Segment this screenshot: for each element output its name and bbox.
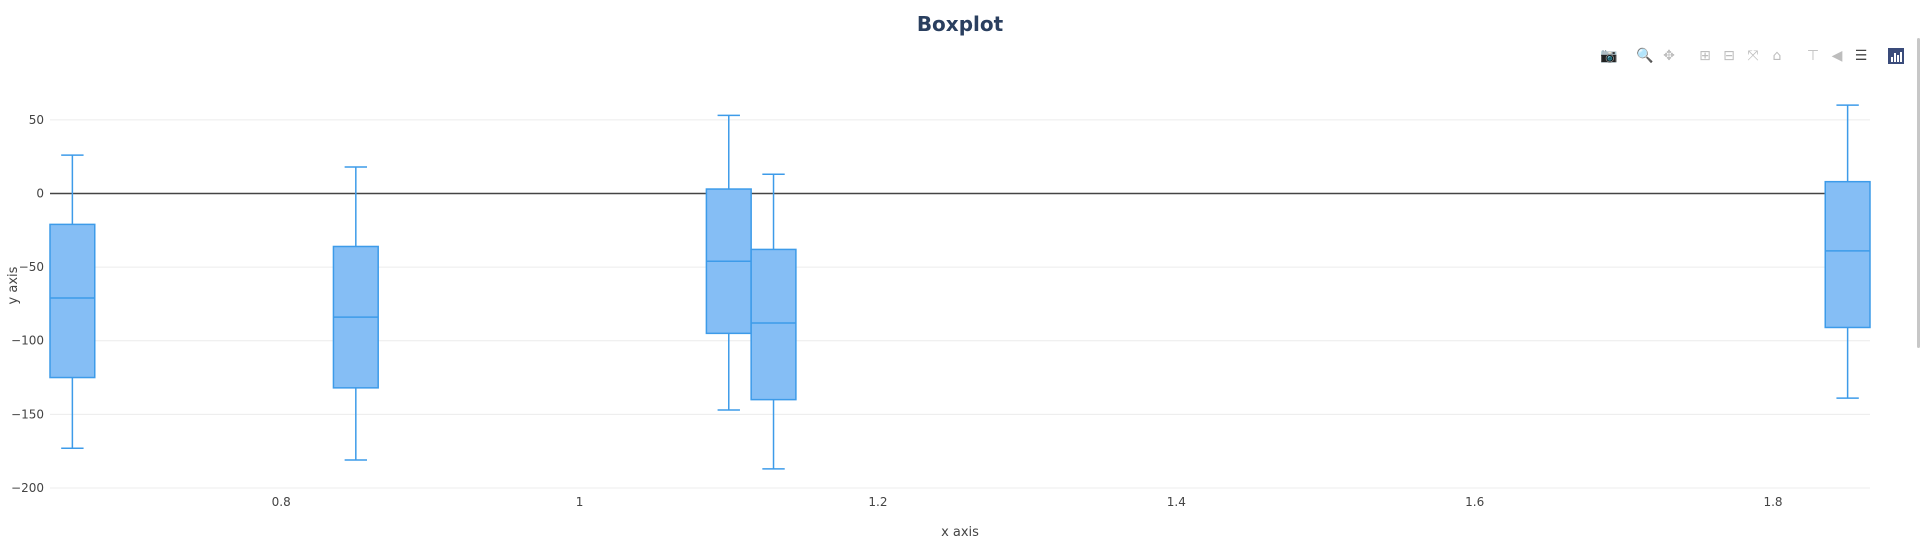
autoscale-icon[interactable]: ⤧ [1747,48,1759,64]
y-axis-title: y axis [6,266,21,304]
box-trace [332,166,379,461]
hover-compare-icon[interactable]: ☰ [1854,48,1868,64]
zoom-icon[interactable]: 🔍 [1636,48,1654,64]
x-axis-title: x axis [941,525,979,540]
chart-title: Boxplot [916,12,1004,36]
home-icon[interactable]: ⌂ [1772,48,1782,64]
zoom-out-icon[interactable]: ⊟ [1723,48,1735,64]
x-tick-label: 1.8 [1763,495,1782,509]
y-tick-label: −150 [11,407,44,421]
box-trace [1824,104,1871,399]
y-tick-label: 50 [29,113,44,127]
pan-icon[interactable]: ✥ [1663,48,1675,64]
x-tick-label: 1.4 [1167,495,1186,509]
x-tick-label: 1.6 [1465,495,1484,509]
scrollbar[interactable] [1917,38,1920,348]
box-body [1824,180,1871,329]
y-tick-label: 0 [36,186,44,200]
y-tick-label: −200 [11,481,44,495]
zoom-in-icon[interactable]: ⊞ [1699,48,1711,64]
plotly-logo-icon[interactable] [1888,48,1904,64]
y-tick-label: −100 [11,334,44,348]
spike-lines-icon[interactable]: ⊤ [1806,48,1820,64]
modebar: 📷 🔍 ✥ ⊞ ⊟ ⤧ ⌂ ⊤ ◀ ☰ [1600,47,1904,65]
hover-closest-icon[interactable]: ◀ [1831,48,1843,64]
camera-icon[interactable]: 📷 [1600,48,1618,64]
box-body [49,223,96,379]
box-trace [705,114,752,411]
x-tick-label: 0.8 [272,495,291,509]
box-trace [750,173,797,470]
x-tick-label: 1 [576,495,584,509]
x-tick-label: 1.2 [868,495,887,509]
box-trace [49,154,96,449]
y-tick-label: −50 [19,260,44,274]
box-body [750,248,797,401]
